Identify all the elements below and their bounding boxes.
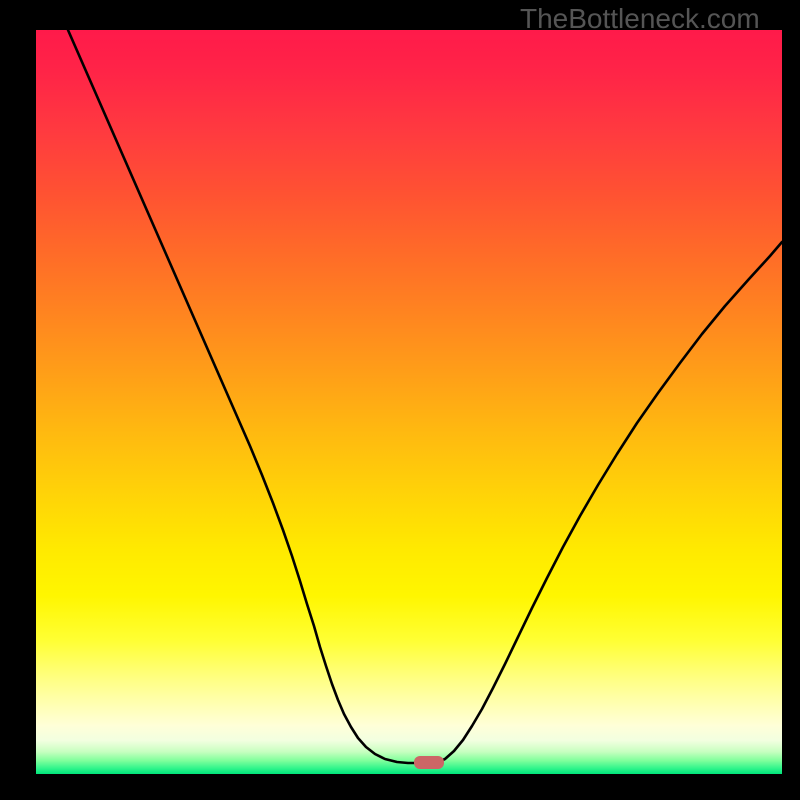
watermark-text: TheBottleneck.com	[520, 3, 760, 35]
curve-overlay	[0, 0, 800, 800]
minimum-marker	[414, 756, 444, 769]
chart-container: TheBottleneck.com	[0, 0, 800, 800]
v-curve	[68, 30, 782, 763]
